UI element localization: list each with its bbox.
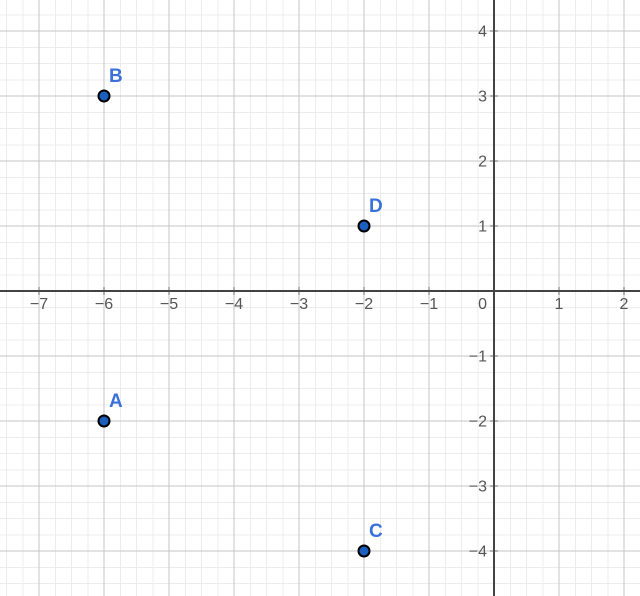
- y-tick-label: 3: [478, 89, 487, 106]
- x-tick-label: −7: [30, 296, 48, 313]
- x-tick-label: 1: [555, 296, 564, 313]
- x-tick-labels: −7 −6 −5 −4 −3 −2 −1 0 1 2: [30, 296, 629, 313]
- x-tick-label: −1: [420, 296, 438, 313]
- y-tick-label: −2: [469, 414, 487, 431]
- y-tick-label: 1: [478, 219, 487, 236]
- x-tick-label: 2: [620, 296, 629, 313]
- x-tick-label: −5: [160, 296, 178, 313]
- y-tick-label: −1: [469, 349, 487, 366]
- x-tick-label: −3: [290, 296, 308, 313]
- y-tick-label: −4: [469, 544, 487, 561]
- x-tick-label: −4: [225, 296, 243, 313]
- point-A[interactable]: [97, 414, 111, 428]
- point-D[interactable]: [357, 219, 371, 233]
- y-tick-label: −3: [469, 479, 487, 496]
- x-tick-label: 0: [478, 296, 487, 313]
- y-tick-label: 2: [478, 154, 487, 171]
- y-tick-labels: 4 3 2 1 −1 −2 −3 −4: [469, 24, 487, 561]
- points: A B C D: [97, 66, 383, 558]
- point-B[interactable]: [97, 89, 111, 103]
- point-label-C: C: [369, 521, 383, 542]
- point-label-B: B: [109, 66, 123, 87]
- point-label-D: D: [369, 196, 383, 217]
- x-tick-label: −2: [355, 296, 373, 313]
- point-C[interactable]: [357, 544, 371, 558]
- y-tick-label: 4: [478, 24, 487, 41]
- x-tick-label: −6: [95, 296, 113, 313]
- point-label-A: A: [109, 391, 123, 412]
